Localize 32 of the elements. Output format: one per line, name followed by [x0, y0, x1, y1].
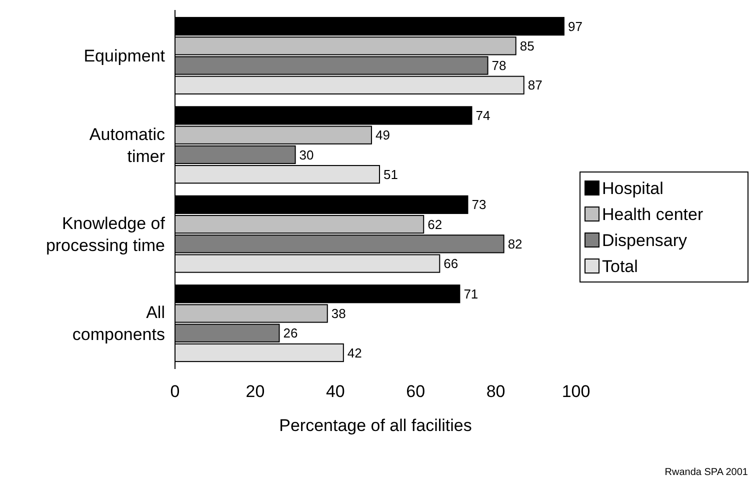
x-tick-label: 20: [246, 382, 265, 401]
y-tick-label: Equipment: [84, 46, 166, 66]
legend-label: Total: [602, 256, 638, 276]
data-label: 74: [476, 108, 490, 124]
data-label: 97: [568, 18, 582, 34]
x-tick-label: 100: [562, 382, 590, 401]
data-label: 66: [444, 256, 458, 272]
data-label: 78: [492, 58, 506, 74]
y-tick-label: All components: [72, 303, 165, 344]
data-label: 71: [464, 286, 478, 302]
x-tick-label: 80: [486, 382, 506, 401]
data-label: 73: [472, 197, 486, 212]
data-label: 38: [331, 306, 346, 322]
x-tick-label: 40: [326, 382, 345, 401]
data-label: 42: [347, 345, 362, 360]
data-label: 30: [299, 147, 314, 162]
data-label: 49: [375, 128, 390, 143]
x-axis-title: Percentage of all facilities: [279, 416, 472, 435]
x-tick-label: 0: [170, 382, 180, 401]
data-label: 62: [428, 216, 442, 232]
legend-label: Health center: [602, 204, 704, 224]
data-label: 85: [520, 38, 534, 54]
text: Rwanda SPA 2001: [664, 467, 748, 478]
data-label: 87: [528, 78, 542, 93]
y-tick-label: Knowledge of processing time: [46, 214, 166, 256]
data-label: 82: [508, 236, 522, 252]
data-label: 51: [384, 166, 398, 182]
y-tick-label: Automatic timer: [89, 124, 166, 166]
legend-label: Hospital: [602, 178, 664, 198]
x-tick-label: 60: [406, 382, 426, 401]
data-label: 26: [283, 326, 298, 341]
legend-label: Dispensary: [602, 230, 688, 250]
